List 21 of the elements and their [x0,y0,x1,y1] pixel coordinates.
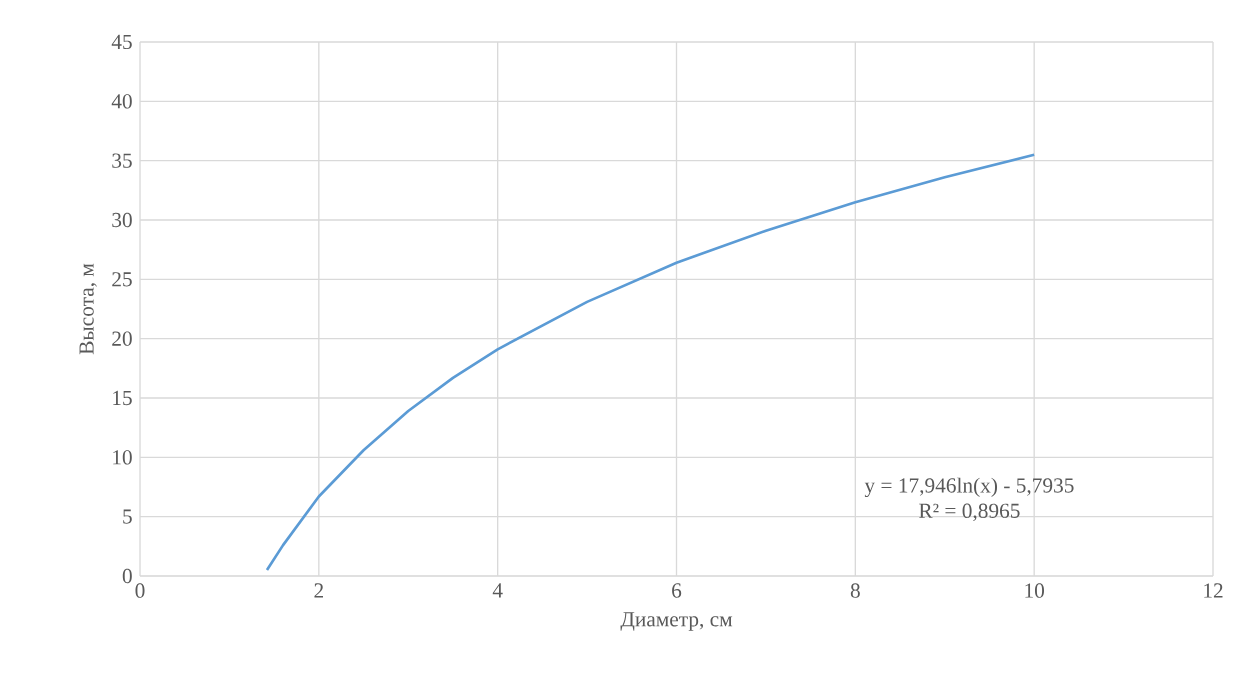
x-tick-label: 8 [850,583,860,598]
y-tick-label: 0 [122,568,132,584]
x-axis-title: Диаметр, см [620,612,733,631]
y-tick-label: 45 [111,34,132,50]
y-axis-title: Высота, м [79,263,97,355]
annotation: R² = 0,8965 [919,503,1020,522]
y-tick-label: 30 [112,212,132,228]
x-tick-label: 4 [492,583,503,598]
y-tick-label: 20 [112,331,132,346]
x-tick-label: 10 [1025,583,1045,598]
y-tick-label: 15 [113,390,132,406]
y-tick-label: 40 [111,94,132,109]
y-tick-label: 5 [123,509,132,524]
x-tick-label: 2 [314,583,323,598]
y-tick-label: 35 [112,153,132,168]
y-tick-label: 25 [112,272,132,287]
x-tick-label: 6 [672,583,682,598]
x-tick-label: 0 [135,583,145,598]
annotation: y = 17,946ln(x) - 5,7935 [864,477,1074,498]
y-tick-label: 10 [113,450,132,465]
x-tick-label: 12 [1204,583,1223,598]
